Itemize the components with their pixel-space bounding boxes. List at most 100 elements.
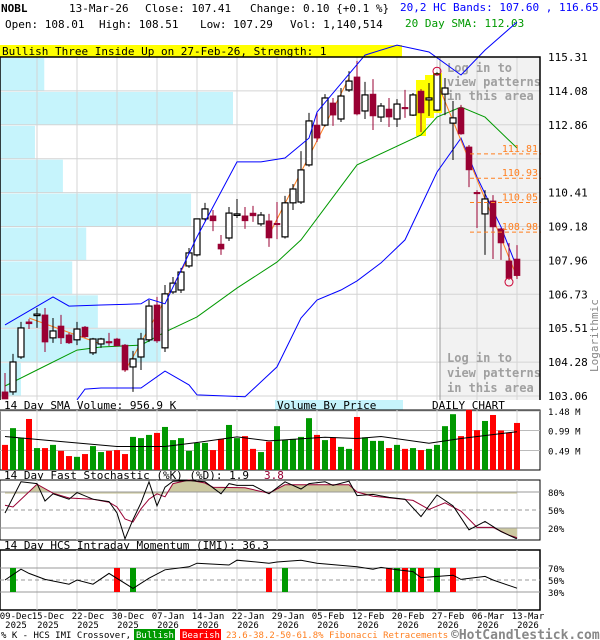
candle-body <box>345 80 353 91</box>
sma-legend: 20 Day SMA: 112.03 <box>405 17 524 30</box>
volume-bar <box>58 450 64 470</box>
volume-bar <box>50 444 56 470</box>
candle-up <box>289 184 297 211</box>
stochastic-tick-label: 50% <box>548 507 565 517</box>
fibonacci-level-label: 111.81 <box>502 144 538 155</box>
date-tick-label: 22-Jan <box>232 612 265 622</box>
candle-down <box>105 332 113 346</box>
imi-tick-label: 50% <box>548 577 565 587</box>
volume-bar <box>210 450 216 470</box>
candle-down <box>497 228 505 260</box>
stochastic-d-value: 3.8 <box>264 469 284 482</box>
date-tick-year: 2026 <box>517 621 539 631</box>
volume-bar <box>418 450 424 470</box>
imi-line <box>4 559 518 589</box>
candle-up <box>337 87 345 123</box>
volume-bar <box>90 446 96 470</box>
volume-sma-line <box>4 431 518 447</box>
candle-up <box>409 92 417 116</box>
volume-bar <box>266 441 272 470</box>
date-tick-label: 13-Mar <box>512 612 545 622</box>
candle-up <box>441 78 449 116</box>
candle-up <box>481 190 489 255</box>
candle-up <box>425 83 433 116</box>
volume-tick-label: 1.48 M <box>548 408 581 418</box>
volume-by-price-bar <box>0 261 73 295</box>
pattern-marker-circle <box>504 277 514 287</box>
candle-body <box>241 215 249 222</box>
price-plot-border <box>0 56 541 400</box>
candle-down <box>217 234 225 255</box>
candle-down <box>241 206 249 229</box>
imi-label: 14 Day HCS Intraday Momentum (IMI): 36.3 <box>4 539 269 552</box>
date-tick-year: 2026 <box>357 621 379 631</box>
candle-body <box>209 215 217 222</box>
candle-up <box>225 206 233 242</box>
candle-body <box>217 243 225 250</box>
candle-up <box>377 102 385 123</box>
candle-body <box>121 344 129 371</box>
candle-body <box>505 260 513 279</box>
candle-down <box>489 195 497 260</box>
candle-up <box>89 337 97 356</box>
candle-body <box>89 338 97 354</box>
candle-body <box>185 252 193 267</box>
candle-down <box>473 190 481 229</box>
volume-bar <box>330 437 336 470</box>
volume-bar <box>10 428 16 470</box>
candle-body <box>377 105 385 118</box>
candle-up <box>393 99 401 128</box>
candle-up <box>321 94 329 127</box>
date-tick-year: 2026 <box>317 621 339 631</box>
date-tick-label: 09-Dec <box>0 612 32 622</box>
stochastic-label: 14 Day Fast Stochastic (%K) (%D): 1.9 <box>4 469 249 482</box>
upper-band-line <box>4 21 518 326</box>
candle-body <box>65 334 73 344</box>
volume-bar <box>394 444 400 470</box>
volume-bar <box>122 454 128 470</box>
candle-body <box>433 73 441 111</box>
volume-bar <box>378 440 384 470</box>
bullish-legend-bg <box>134 629 175 640</box>
volume-bar <box>362 437 368 470</box>
date-tick-label: 14-Jan <box>192 612 225 622</box>
imi-tick-label: 30% <box>548 589 565 599</box>
volume-bar <box>242 436 248 470</box>
candle-up <box>129 350 137 392</box>
stochastic-tick-label: 20% <box>548 525 565 535</box>
date-tick-year: 2025 <box>5 621 27 631</box>
candle-body <box>105 341 113 344</box>
candle-down <box>457 104 465 135</box>
candle-up <box>137 332 145 370</box>
candle-up <box>257 211 265 227</box>
candle-body <box>273 223 281 226</box>
bearish-crossover-bar <box>114 568 120 592</box>
candle-body <box>473 192 481 195</box>
volume-bar <box>42 448 48 470</box>
candle-body <box>329 102 337 116</box>
date-tick-year: 2026 <box>157 621 179 631</box>
high-value: High: 108.51 <box>99 18 178 31</box>
date-tick-label: 05-Feb <box>312 612 345 622</box>
date-tick-year: 2025 <box>117 621 139 631</box>
candle-body <box>385 108 393 118</box>
candle-up <box>97 337 105 348</box>
candle-up <box>361 81 369 119</box>
volume-bar <box>258 452 264 470</box>
candle-up <box>161 285 169 352</box>
volume-bar <box>170 440 176 470</box>
candle-body <box>201 208 209 220</box>
pattern-marker-circle <box>432 66 442 76</box>
change-value: Change: 0.10 {+0.1 %} <box>250 2 389 15</box>
candle-body <box>1 391 9 400</box>
date-tick-label: 29-Jan <box>272 612 305 622</box>
bearish-crossover-bar <box>402 568 408 592</box>
stochastic-panel: 80% 50% 20% <box>0 479 565 541</box>
volume-bar <box>282 440 288 470</box>
volume-bar <box>162 426 168 470</box>
bullish-crossover-bar <box>434 568 440 592</box>
candle-body <box>457 107 465 135</box>
candle-body <box>17 327 25 358</box>
price-tick-label: 115.31 <box>548 51 588 64</box>
candle-body <box>489 200 497 228</box>
